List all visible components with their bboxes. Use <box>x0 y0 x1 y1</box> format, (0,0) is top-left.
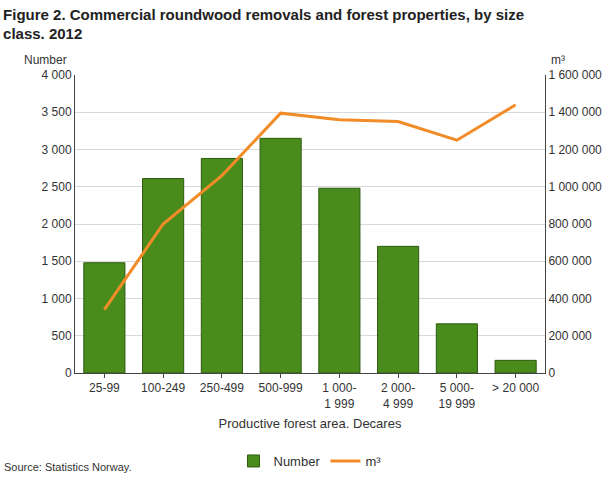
svg-text:0: 0 <box>65 366 72 380</box>
svg-text:0: 0 <box>548 366 555 380</box>
svg-text:1 400 000: 1 400 000 <box>548 105 602 119</box>
svg-text:2 000-4 999: 2 000-4 999 <box>381 381 415 411</box>
svg-text:100-249: 100-249 <box>141 381 185 395</box>
svg-text:250-499: 250-499 <box>200 381 244 395</box>
svg-text:2 000: 2 000 <box>42 217 72 231</box>
svg-text:5 000-19 999: 5 000-19 999 <box>439 381 476 411</box>
svg-text:m³: m³ <box>365 454 381 469</box>
svg-text:400 000: 400 000 <box>548 292 592 306</box>
svg-text:500: 500 <box>52 329 72 343</box>
svg-text:Number: Number <box>24 53 67 67</box>
svg-text:2 500: 2 500 <box>42 180 72 194</box>
svg-text:3 500: 3 500 <box>42 105 72 119</box>
svg-text:1 200 000: 1 200 000 <box>548 143 602 157</box>
svg-text:> 20 000: > 20 000 <box>492 381 539 395</box>
svg-text:1 000 000: 1 000 000 <box>548 180 602 194</box>
svg-text:3 000: 3 000 <box>42 143 72 157</box>
svg-text:Number: Number <box>274 454 321 469</box>
svg-text:Figure 2. Commercial roundwood: Figure 2. Commercial roundwood removals … <box>3 6 524 43</box>
svg-text:1 600 000: 1 600 000 <box>548 68 602 82</box>
svg-text:500-999: 500-999 <box>259 381 303 395</box>
svg-text:800 000: 800 000 <box>548 217 592 231</box>
svg-text:4 000: 4 000 <box>42 68 72 82</box>
svg-text:Source: Statistics Norway.: Source: Statistics Norway. <box>4 461 132 473</box>
svg-text:1 000-1 999: 1 000-1 999 <box>322 381 356 411</box>
svg-text:m³: m³ <box>551 53 565 67</box>
svg-text:25-99: 25-99 <box>89 381 120 395</box>
svg-text:1 000: 1 000 <box>42 292 72 306</box>
svg-text:1 500: 1 500 <box>42 254 72 268</box>
svg-text:600 000: 600 000 <box>548 254 592 268</box>
svg-text:200 000: 200 000 <box>548 329 592 343</box>
svg-text:Productive forest area. Decare: Productive forest area. Decares <box>219 416 402 431</box>
